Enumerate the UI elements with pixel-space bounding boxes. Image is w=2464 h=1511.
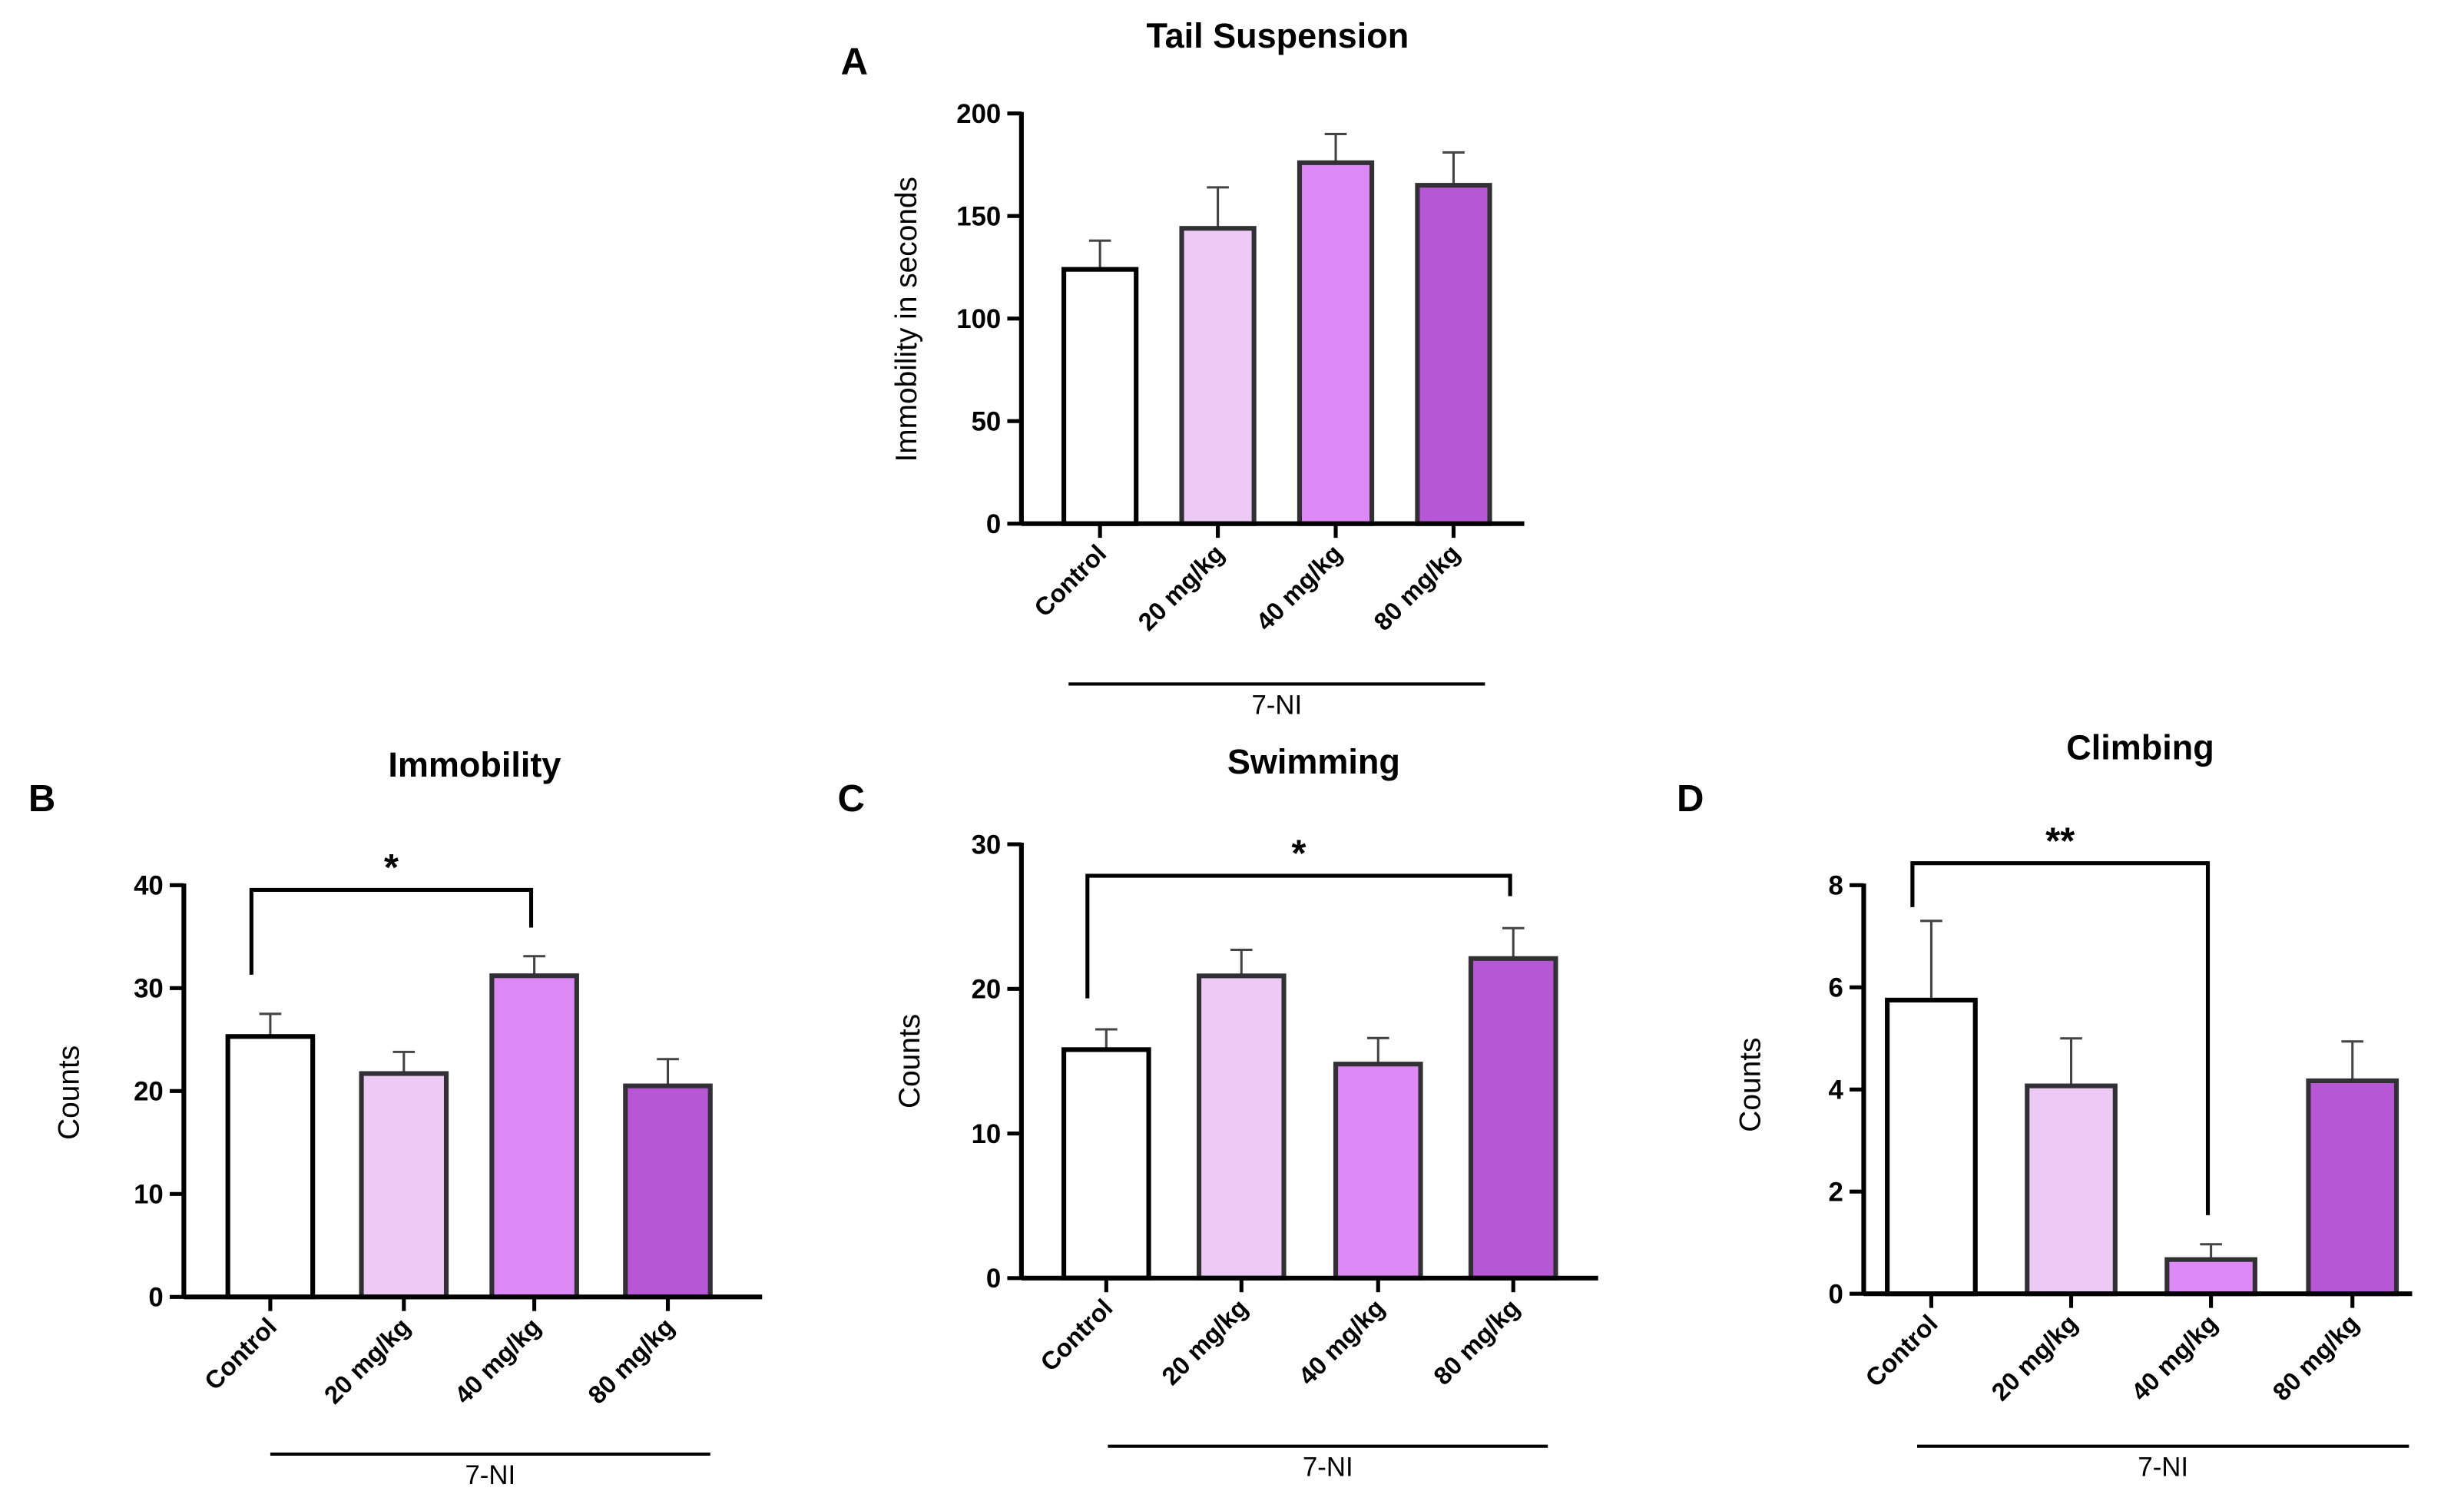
chart-title: Immobility (388, 745, 561, 784)
significance-marker: ** (2045, 820, 2075, 862)
bar-40-mg-kg (2164, 1257, 2257, 1297)
y-tick-label: 2 (1829, 1178, 1843, 1208)
bar-20-mg-kg (1196, 973, 1287, 1281)
x-tick-label: 80 mg/kg (2267, 1309, 2363, 1406)
x-tick-label: 40 mg/kg (449, 1312, 545, 1409)
x-tick-label: 20 mg/kg (1985, 1309, 2082, 1406)
group-label: 7-NI (1303, 1453, 1353, 1483)
panel-label: B (28, 778, 55, 820)
bar-20-mg-kg (2025, 1083, 2118, 1297)
bar-80-mg-kg (1468, 956, 1558, 1281)
x-tick-label: Control (1035, 1293, 1118, 1376)
y-tick-label: 0 (986, 1264, 1001, 1294)
chart-panel-c: Swimming C Counts Control 20 mg/kg 40 mg/kg 80… (837, 742, 1598, 1483)
panel-label: A (841, 41, 868, 83)
y-tick-label: 0 (1829, 1281, 1843, 1310)
bar-80-mg-kg (623, 1083, 713, 1300)
y-tick-label: 10 (972, 1120, 1002, 1149)
bar-80-mg-kg (2306, 1078, 2399, 1297)
y-axis-label: Counts (893, 1014, 926, 1108)
y-tick-label: 6 (1829, 974, 1843, 1003)
bar-control (225, 1034, 316, 1300)
bar-control (1061, 1047, 1151, 1281)
y-tick-label: 0 (148, 1284, 163, 1313)
x-tick-label: 20 mg/kg (1156, 1293, 1253, 1390)
x-tick-label: 40 mg/kg (1293, 1293, 1389, 1390)
x-tick-label: 40 mg/kg (2125, 1309, 2222, 1406)
bar-40-mg-kg (489, 973, 579, 1300)
y-tick-label: 200 (956, 100, 1001, 129)
x-tick-label: Control (1028, 538, 1111, 621)
chart-panel-b: Immobility B Counts Control 20 mg/kg 40 mg/kg… (28, 745, 763, 1490)
panel-label: D (1677, 778, 1704, 820)
bar-control (1885, 997, 1978, 1297)
significance-bracket (1085, 873, 1512, 999)
y-tick-label: 0 (986, 510, 1001, 539)
y-tick-label: 50 (972, 408, 1002, 437)
significance-bracket (1910, 861, 2211, 1215)
bar-40-mg-kg (1333, 1062, 1423, 1281)
bar-80-mg-kg (1415, 183, 1492, 526)
x-tick-label: 80 mg/kg (1428, 1293, 1525, 1390)
y-tick-label: 10 (134, 1181, 164, 1210)
y-axis-label: Immobility in seconds (890, 177, 923, 462)
bar-20-mg-kg (359, 1071, 449, 1300)
y-tick-label: 4 (1829, 1076, 1844, 1105)
y-tick-label: 40 (134, 872, 164, 901)
x-tick-label: Control (199, 1312, 282, 1395)
group-label: 7-NI (465, 1461, 515, 1490)
chart-title: Climbing (2066, 728, 2214, 767)
significance-marker: * (384, 847, 399, 889)
bar-40-mg-kg (1297, 160, 1375, 526)
y-tick-label: 20 (972, 976, 1002, 1005)
y-tick-label: 8 (1829, 872, 1843, 901)
y-tick-label: 20 (134, 1078, 164, 1107)
chart-panel-a: Tail Suspension A Immobility in seconds Con… (841, 16, 1525, 720)
group-label: 7-NI (2138, 1453, 2188, 1483)
bar-20-mg-kg (1179, 226, 1257, 526)
x-tick-label: 80 mg/kg (1368, 538, 1465, 635)
x-tick-label: 40 mg/kg (1250, 538, 1347, 635)
y-axis-label: Counts (52, 1045, 85, 1140)
y-tick-label: 30 (972, 830, 1002, 860)
y-tick-label: 100 (956, 305, 1001, 334)
y-tick-label: 30 (134, 975, 164, 1004)
group-label: 7-NI (1251, 691, 1302, 720)
x-tick-label: 20 mg/kg (319, 1312, 416, 1409)
x-tick-label: Control (1860, 1309, 1942, 1392)
bar-control (1061, 267, 1139, 526)
y-axis-label: Counts (1734, 1038, 1767, 1132)
significance-marker: * (1291, 833, 1307, 875)
significance-bracket (249, 887, 534, 975)
x-tick-label: 20 mg/kg (1132, 538, 1229, 635)
chart-title: Swimming (1227, 742, 1400, 781)
chart-title: Tail Suspension (1146, 16, 1409, 55)
x-tick-label: 80 mg/kg (582, 1312, 679, 1409)
panel-label: C (837, 778, 864, 820)
y-tick-label: 150 (956, 203, 1001, 232)
